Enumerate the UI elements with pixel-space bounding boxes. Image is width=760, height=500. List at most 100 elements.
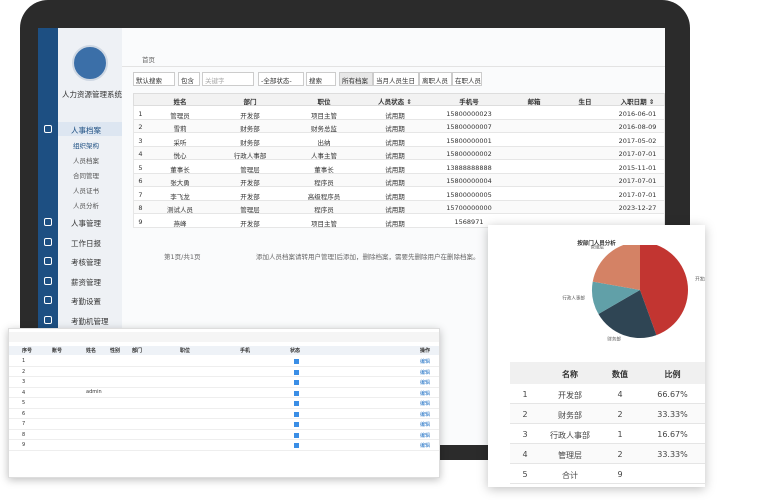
submenu-item[interactable]: 人员证书 bbox=[73, 187, 99, 195]
stats-cell: 33.33% bbox=[657, 410, 688, 419]
users-index: 2 bbox=[22, 368, 26, 375]
menu-item[interactable]: 考勤设置 bbox=[71, 297, 101, 306]
menu-item[interactable]: 工作日报 bbox=[71, 239, 101, 248]
users-edit[interactable]: 编辑 bbox=[420, 411, 431, 418]
tab[interactable] bbox=[339, 72, 373, 86]
field[interactable] bbox=[202, 72, 254, 86]
column-header: 手机号 bbox=[459, 98, 479, 106]
table-cell: 2016-08-09 bbox=[618, 123, 657, 131]
users-header-cell: 序号 bbox=[22, 348, 33, 354]
pie-slice bbox=[592, 245, 640, 290]
table-cell: 2023-12-27 bbox=[618, 204, 657, 212]
submenu-item[interactable]: 合同管理 bbox=[73, 172, 99, 180]
table-cell: 2017-07-01 bbox=[618, 177, 657, 185]
menu-item[interactable]: 考核管理 bbox=[71, 258, 101, 267]
users-index: 1 bbox=[22, 358, 26, 364]
table-row bbox=[133, 146, 665, 160]
users-edit[interactable]: 编辑 bbox=[420, 401, 431, 407]
table-cell: 项目主管 bbox=[311, 219, 337, 228]
menu-item[interactable]: 考勤机管理 bbox=[71, 317, 109, 326]
table-cell: 2 bbox=[138, 123, 143, 131]
users-toolbar bbox=[9, 332, 439, 342]
pager-page[interactable]: 第1页/共1页 bbox=[164, 253, 201, 261]
users-edit[interactable]: 编辑 bbox=[420, 359, 431, 365]
table-row bbox=[133, 200, 665, 214]
table-cell: 行政人事部 bbox=[233, 152, 267, 160]
users-header-cell: 操作 bbox=[420, 348, 431, 354]
tab[interactable] bbox=[419, 72, 452, 86]
users-edit[interactable]: 编辑 bbox=[420, 390, 431, 397]
menu-icon bbox=[44, 257, 52, 265]
column-header: 职位 bbox=[317, 98, 331, 106]
users-row bbox=[9, 430, 439, 440]
pie-label: 开发部 bbox=[695, 276, 705, 283]
column-header: 姓名 bbox=[173, 98, 187, 106]
stats-cell: 4 bbox=[617, 390, 623, 399]
table-cell: 试用期 bbox=[385, 125, 405, 133]
table-cell: 9 bbox=[138, 217, 143, 226]
menu-icon bbox=[44, 238, 52, 246]
field[interactable] bbox=[258, 72, 304, 86]
field[interactable] bbox=[133, 72, 175, 86]
users-check bbox=[294, 422, 299, 427]
pie-label: 行政人事部 bbox=[562, 294, 585, 301]
users-check bbox=[294, 390, 299, 396]
tab[interactable] bbox=[373, 72, 419, 86]
avatar bbox=[72, 45, 108, 81]
stats-cell: 行政人事部 bbox=[550, 431, 590, 440]
table-cell: 管理层 bbox=[240, 206, 260, 214]
menu-item[interactable]: 人事档案 bbox=[71, 126, 101, 135]
users-row bbox=[9, 440, 439, 451]
table-cell: 燕峰 bbox=[173, 219, 187, 228]
users-index: 7 bbox=[22, 421, 26, 427]
pie-label: 财务部 bbox=[607, 336, 621, 343]
field[interactable] bbox=[178, 72, 200, 86]
users-index: 8 bbox=[22, 431, 26, 438]
sidebar-title: 人力资源管理系统 bbox=[62, 90, 122, 99]
tab-text: 离职人员 bbox=[422, 77, 448, 85]
users-edit[interactable]: 编辑 bbox=[420, 422, 431, 428]
table-cell: 李飞龙 bbox=[170, 192, 190, 201]
table-cell: 开发部 bbox=[240, 192, 260, 201]
stats-header: 数值 bbox=[612, 370, 628, 379]
pie-slice bbox=[592, 281, 640, 314]
stats-cell: 开发部 bbox=[558, 391, 582, 400]
users-edit[interactable]: 编辑 bbox=[420, 432, 431, 439]
table-cell: 财务部 bbox=[240, 125, 260, 133]
table-cell: 试用期 bbox=[385, 111, 405, 120]
tab[interactable] bbox=[452, 72, 482, 86]
field-text: 关键字 bbox=[205, 77, 225, 85]
users-header-cell: 性别 bbox=[110, 348, 121, 354]
users-check bbox=[294, 380, 299, 385]
table-cell: 3 bbox=[138, 136, 143, 145]
users-edit[interactable]: 编辑 bbox=[420, 369, 431, 376]
field[interactable] bbox=[306, 72, 336, 86]
stats-row bbox=[510, 464, 705, 484]
submenu-item[interactable]: 组织架构 bbox=[73, 142, 99, 150]
users-header bbox=[9, 346, 439, 355]
menu-icon bbox=[44, 296, 52, 304]
menu-icon bbox=[44, 277, 52, 285]
users-index: 6 bbox=[22, 410, 26, 417]
table-cell: 15800000007 bbox=[446, 123, 492, 131]
submenu-item[interactable]: 人员档案 bbox=[73, 157, 99, 165]
menu-item[interactable]: 人事管理 bbox=[71, 219, 101, 228]
table-cell: 2017-07-01 bbox=[618, 150, 657, 158]
users-header-cell: 手机 bbox=[240, 348, 251, 354]
table-cell: 试用期 bbox=[385, 206, 405, 214]
users-edit[interactable]: 编辑 bbox=[420, 380, 431, 386]
stats-header: 比例 bbox=[664, 370, 681, 379]
submenu-item[interactable]: 人员分析 bbox=[73, 202, 99, 210]
stats-cell: 3 bbox=[522, 430, 528, 439]
table-cell: 董事长 bbox=[314, 165, 334, 174]
table-cell: 开发部 bbox=[240, 111, 260, 120]
table-cell: 试用期 bbox=[385, 152, 405, 160]
menu-active bbox=[58, 122, 122, 136]
table-cell: 管理层 bbox=[240, 165, 260, 174]
stats-cell: 2 bbox=[522, 410, 528, 419]
users-row bbox=[9, 377, 439, 388]
users-edit[interactable]: 编辑 bbox=[420, 443, 431, 449]
field-text: -全部状态- bbox=[261, 77, 292, 85]
menu-item[interactable]: 薪资管理 bbox=[71, 278, 101, 287]
table-cell: 财务总监 bbox=[311, 125, 337, 133]
